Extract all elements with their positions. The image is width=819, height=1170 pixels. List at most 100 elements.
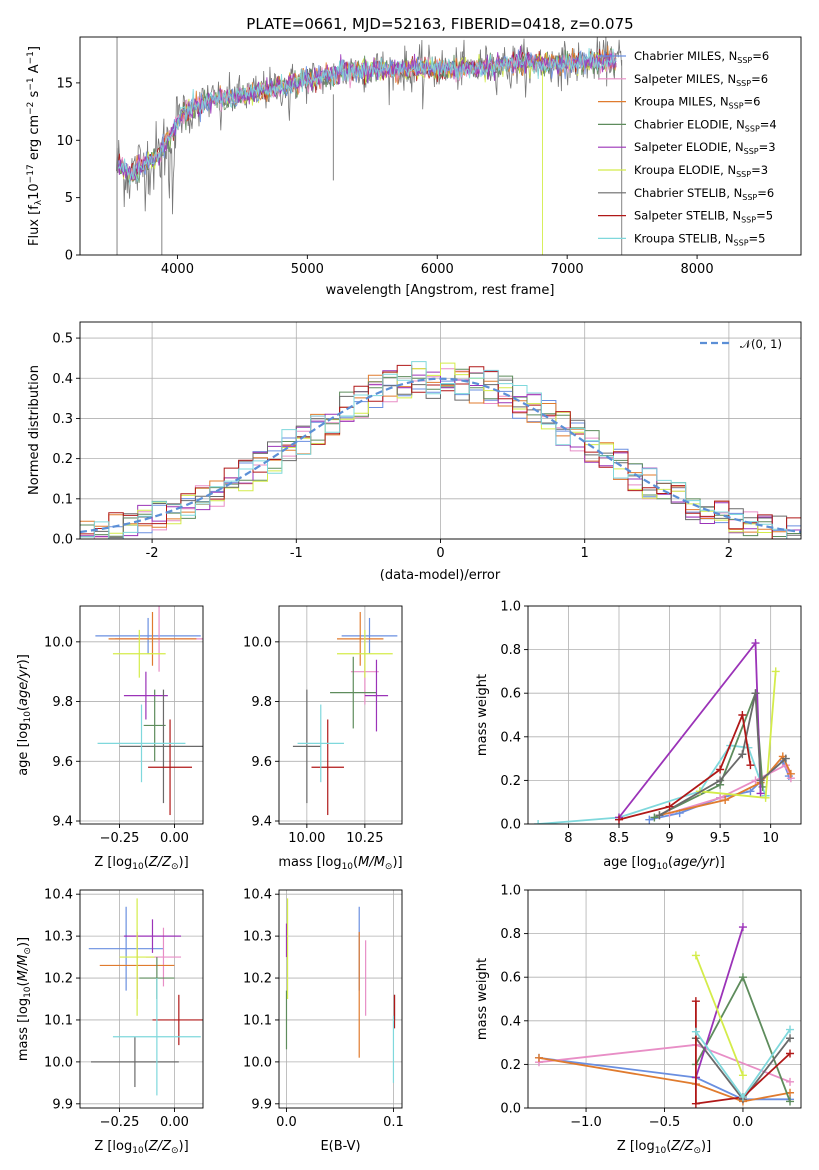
y-tick-label: 0.1 <box>52 492 73 507</box>
y-tick-label: 10.2 <box>243 972 272 987</box>
x-tick-label: 6000 <box>421 262 454 277</box>
weight-series-line <box>538 1057 791 1103</box>
x-tick-label: 7000 <box>551 262 584 277</box>
figure-title: PLATE=0661, MJD=52163, FIBERID=0418, z=0… <box>246 15 633 33</box>
legend-label: Kroupa STELIB, NSSP=5 <box>634 231 765 247</box>
y-tick-label: 0.2 <box>500 1058 521 1073</box>
x-axis-label: (data-model)/error <box>380 568 501 583</box>
axes-mass-vs-EBV: 0.0 0.1 9.9 10.0 10.1 10.2 10.3 10.4 E(B-V) <box>243 888 404 1154</box>
weight-series-line <box>695 955 744 1076</box>
x-tick-label: 2 <box>725 546 733 561</box>
y-tick-label: 5 <box>65 191 73 206</box>
legend-label: Kroupa ELODIE, NSSP=3 <box>634 163 768 179</box>
plot-area-mass-vs-EBV <box>285 898 396 1083</box>
weight-series-line <box>538 744 767 824</box>
y-tick-label: 9.4 <box>52 815 73 830</box>
x-tick-label: 5000 <box>291 262 324 277</box>
x-tick-label: 0.0 <box>276 1115 297 1130</box>
y-axis-label: mass weight <box>475 958 490 1040</box>
weight-point-marker <box>534 1053 543 1062</box>
axes-weight-vs-age: 8 8.5 9 9.5 10 0.0 0.2 0.4 0.6 0.8 1.0 age [log10(a… <box>475 600 802 872</box>
weight-point-marker <box>738 923 747 932</box>
weight-point-marker <box>650 813 659 822</box>
weight-point-marker <box>738 1093 747 1102</box>
x-tick-label: 9.5 <box>710 831 731 846</box>
legend-label: 𝒩(0, 1) <box>740 337 782 351</box>
y-axis-label: Normed distribution <box>27 365 42 495</box>
histogram-step-line <box>80 361 801 539</box>
weight-point-marker <box>751 639 760 648</box>
weight-point-marker <box>786 1025 795 1034</box>
y-tick-label: 9.8 <box>52 695 73 710</box>
y-tick-label: 0.0 <box>500 1102 521 1117</box>
weight-series-line <box>695 926 744 1078</box>
y-axis-label: age [log10(age/yr)] <box>16 654 33 776</box>
y-tick-label: 0.3 <box>52 412 73 427</box>
weight-point-marker <box>534 820 543 824</box>
x-tick-label: 1 <box>581 546 589 561</box>
y-tick-label: 10.0 <box>243 1055 272 1070</box>
x-tick-label: 8000 <box>681 262 714 277</box>
weight-point-marker <box>746 761 755 770</box>
weight-point-marker <box>786 769 795 778</box>
histogram-step-line <box>80 372 801 539</box>
y-tick-label: 9.6 <box>52 755 73 770</box>
axes-frame <box>527 605 802 825</box>
y-tick-label: 9.9 <box>52 1097 73 1112</box>
weight-point-marker <box>738 750 747 759</box>
weight-point-marker <box>645 815 654 824</box>
y-tick-label: 10.1 <box>243 1013 272 1028</box>
y-tick-label: 9.8 <box>251 695 272 710</box>
y-tick-label: 0.8 <box>500 927 521 942</box>
y-tick-label: 10.1 <box>44 1013 73 1028</box>
weight-point-marker <box>756 789 765 798</box>
weight-point-marker <box>786 1097 795 1106</box>
y-tick-label: 10 <box>56 134 73 149</box>
axes-frame <box>79 321 802 540</box>
y-axis-label: Flux [fλ10−17 erg cm−2 s−1 A−1] <box>26 46 44 246</box>
y-tick-label: 0 <box>65 249 73 264</box>
weight-point-marker <box>786 1034 795 1043</box>
weight-series-line <box>695 1001 791 1105</box>
x-tick-label: −0.5 <box>649 1115 681 1130</box>
plot-area-age-vs-mass <box>292 611 398 816</box>
y-tick-label: 1.0 <box>500 884 521 899</box>
axes-weight-vs-Z: −1.0 −0.5 0.0 0.0 0.2 0.4 0.6 0.8 1.0 Z [log10(Z/… <box>475 884 802 1156</box>
weight-point-marker <box>761 793 770 802</box>
x-axis-label: Z [log10(Z/Z⊙)] <box>617 1139 711 1156</box>
x-tick-label: 0.1 <box>383 1115 404 1130</box>
x-tick-label: 10.25 <box>346 831 383 846</box>
y-tick-label: 0.0 <box>500 818 521 833</box>
axes-frame <box>79 889 204 1109</box>
x-axis-label: age [log10(age/yr)] <box>603 855 725 872</box>
axes-frame <box>278 605 403 825</box>
weight-point-marker <box>738 711 747 719</box>
weight-point-marker <box>655 811 664 820</box>
weight-point-marker <box>786 1077 795 1086</box>
y-tick-label: 0.4 <box>52 372 73 387</box>
y-tick-label: 10.0 <box>44 635 73 650</box>
weight-series-line <box>538 1057 790 1101</box>
y-tick-label: 9.4 <box>251 815 272 830</box>
weight-point-marker <box>771 667 780 676</box>
axes-frame <box>79 36 802 256</box>
y-tick-label: 0.6 <box>500 687 521 702</box>
x-tick-label: 9 <box>665 831 673 846</box>
y-tick-label: 10.3 <box>243 930 272 945</box>
y-tick-label: 10.2 <box>44 972 73 987</box>
axes-frame <box>278 889 403 1109</box>
x-tick-label: 4000 <box>161 262 194 277</box>
x-tick-label: 10.00 <box>288 831 325 846</box>
weight-point-marker <box>738 1071 747 1080</box>
weight-point-marker <box>756 776 765 785</box>
plot-area-residuals <box>80 361 801 539</box>
x-tick-label: 0.00 <box>160 1115 189 1130</box>
y-tick-label: 0.4 <box>500 1014 521 1029</box>
y-tick-label: 0.2 <box>52 452 73 467</box>
legend-label: Salpeter ELODIE, NSSP=3 <box>634 140 776 156</box>
axes-frame <box>79 605 204 825</box>
x-tick-label: 0.0 <box>733 1115 754 1130</box>
y-tick-label: 9.6 <box>251 755 272 770</box>
